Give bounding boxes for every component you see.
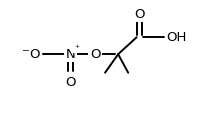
Text: $^{-}$O: $^{-}$O: [21, 48, 41, 61]
Text: O: O: [135, 8, 145, 21]
Text: OH: OH: [166, 31, 186, 44]
Text: O: O: [65, 76, 76, 89]
Text: $^{+}$: $^{+}$: [74, 44, 81, 53]
Text: N: N: [65, 48, 75, 61]
Text: O: O: [90, 48, 100, 61]
